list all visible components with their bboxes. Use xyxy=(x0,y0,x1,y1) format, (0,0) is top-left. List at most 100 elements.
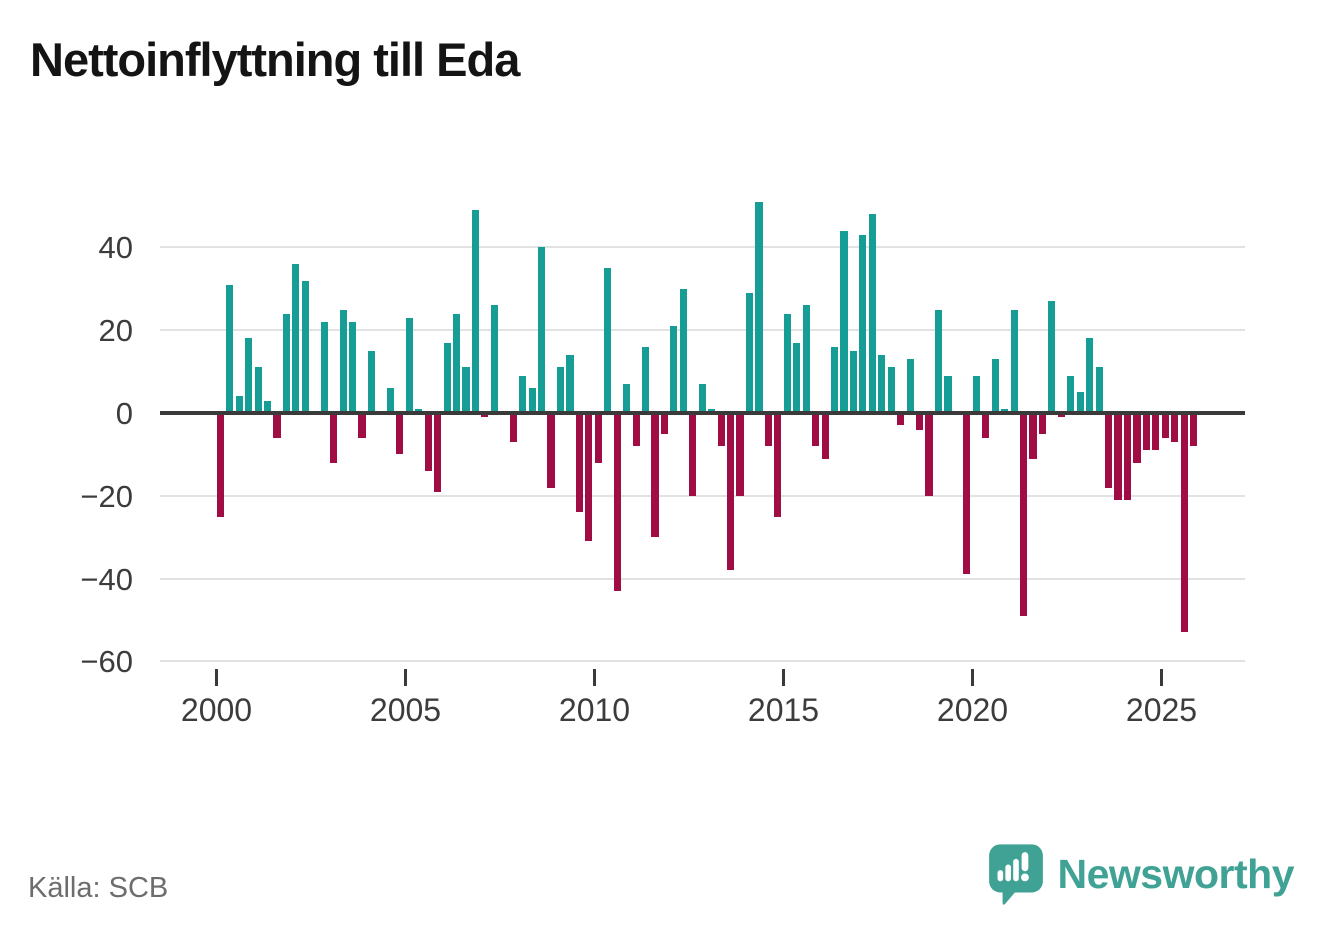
bar xyxy=(405,317,413,413)
bar xyxy=(925,413,933,496)
x-axis-tick xyxy=(782,669,785,686)
source-label: Källa: SCB xyxy=(28,872,169,904)
bar xyxy=(1048,301,1056,413)
bar xyxy=(660,413,669,434)
bar xyxy=(849,350,858,413)
bar xyxy=(1001,408,1009,413)
x-tick-label: 2000 xyxy=(180,692,253,728)
bar xyxy=(386,388,394,413)
bar xyxy=(216,413,224,517)
bar xyxy=(1105,413,1113,488)
bar xyxy=(830,346,839,413)
gridline xyxy=(160,494,1245,497)
bar xyxy=(840,230,848,413)
bar xyxy=(226,284,234,413)
brand-logo: Newsworthy xyxy=(988,843,1294,905)
bar xyxy=(679,288,687,413)
bar xyxy=(1133,413,1141,463)
bar xyxy=(245,338,253,413)
bar xyxy=(651,413,659,538)
bar xyxy=(1029,413,1037,459)
y-tick-label: 40 xyxy=(98,230,133,266)
bar xyxy=(670,326,678,413)
bar xyxy=(292,263,300,413)
bar xyxy=(934,309,943,413)
bar xyxy=(641,346,650,413)
bar xyxy=(1171,413,1179,442)
bar xyxy=(396,413,404,455)
bar xyxy=(774,413,782,517)
bar xyxy=(1076,392,1084,413)
bar xyxy=(708,408,716,413)
x-tick-label: 2020 xyxy=(936,692,1009,728)
bar xyxy=(1019,413,1028,616)
bar xyxy=(235,396,243,413)
speech-bubble-bar-chart-icon xyxy=(988,843,1044,905)
x-axis-tick xyxy=(404,669,407,686)
bar xyxy=(1067,375,1075,413)
zero-line xyxy=(160,411,1245,415)
x-axis-tick xyxy=(593,669,596,686)
bar xyxy=(982,413,990,438)
bar xyxy=(566,355,574,413)
y-tick-label: 0 xyxy=(115,396,133,431)
bar xyxy=(783,313,791,413)
bar xyxy=(897,413,905,426)
bar xyxy=(991,359,999,413)
bar xyxy=(434,413,442,492)
bar xyxy=(282,313,291,413)
bar xyxy=(339,309,347,413)
bar xyxy=(1086,338,1094,413)
bar xyxy=(604,268,612,413)
bar xyxy=(263,400,272,413)
bar xyxy=(490,305,498,413)
bar xyxy=(736,413,744,496)
bar xyxy=(972,375,980,413)
y-tick-label: −20 xyxy=(80,478,133,514)
bar xyxy=(1095,367,1103,413)
bar xyxy=(1190,413,1198,447)
bar xyxy=(254,367,262,413)
bar xyxy=(1057,413,1065,418)
gridline xyxy=(160,246,1245,249)
bar xyxy=(1180,413,1188,633)
bar xyxy=(367,350,376,413)
bar xyxy=(793,342,801,413)
bar xyxy=(1152,413,1160,451)
bar xyxy=(349,321,357,413)
bar xyxy=(320,321,328,413)
bar xyxy=(452,313,461,413)
bar xyxy=(273,413,281,438)
bar xyxy=(755,201,763,413)
bar xyxy=(745,292,754,413)
bar xyxy=(963,413,971,575)
bar xyxy=(1142,413,1150,451)
bar xyxy=(547,413,555,488)
bar xyxy=(944,375,952,413)
bar xyxy=(812,413,820,447)
x-axis-tick xyxy=(215,669,218,686)
bar xyxy=(717,413,725,447)
bar xyxy=(1123,413,1132,500)
bar xyxy=(727,413,735,571)
bar xyxy=(575,413,583,513)
bar xyxy=(698,384,706,413)
bar xyxy=(528,388,536,413)
bar xyxy=(481,413,489,418)
bar xyxy=(916,413,924,430)
chart-title: Nettoinflyttning till Eda xyxy=(30,33,520,86)
bar xyxy=(538,247,546,413)
bar xyxy=(906,359,914,413)
bar xyxy=(821,413,829,459)
bar xyxy=(519,375,527,413)
x-axis-tick xyxy=(971,669,974,686)
y-tick-label: −60 xyxy=(80,644,133,680)
bar xyxy=(443,342,451,413)
bar xyxy=(424,413,432,471)
bar xyxy=(594,413,602,463)
bar xyxy=(1038,413,1047,434)
bar xyxy=(509,413,517,442)
bar xyxy=(358,413,366,438)
